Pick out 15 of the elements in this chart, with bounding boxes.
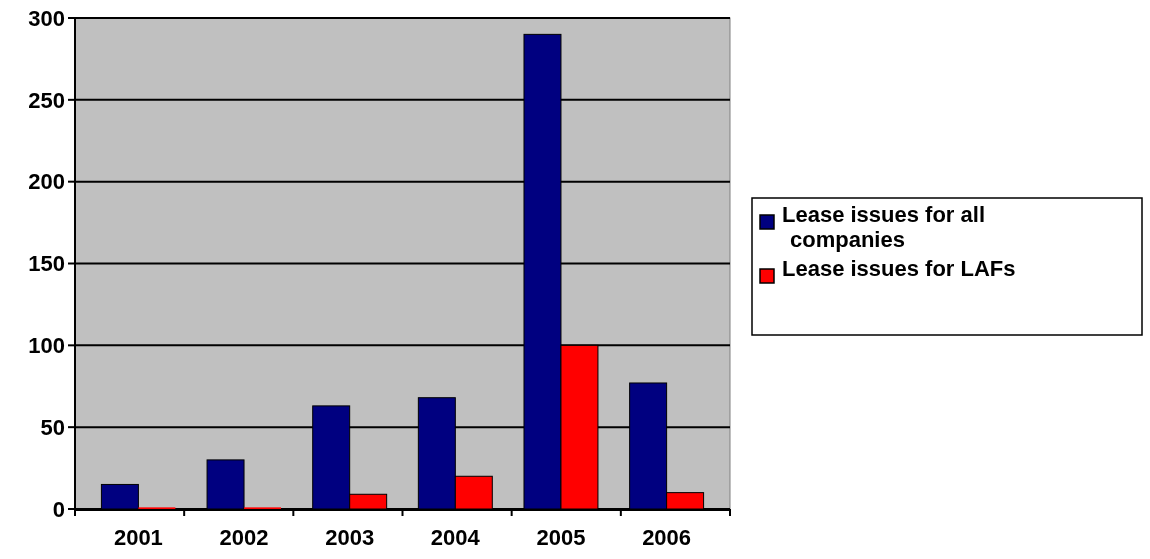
x-tick-label: 2004: [430, 525, 481, 550]
y-tick-label: 250: [28, 87, 65, 113]
x-tick-label: 2005: [536, 525, 586, 550]
x-tick-label: 2002: [219, 525, 269, 550]
legend-label: Lease issues for all companies: [782, 202, 985, 252]
y-tick-label: 200: [28, 169, 65, 195]
x-tick-label: 2006: [642, 525, 692, 550]
y-tick-label: 0: [52, 496, 65, 522]
legend-label: Lease issues for LAFs: [782, 256, 1016, 281]
x-tick-label: 2001: [113, 525, 163, 550]
y-tick-label: 150: [28, 251, 65, 277]
y-tick-label: 300: [28, 5, 65, 31]
y-tick-label: 100: [28, 333, 65, 359]
x-tick-label: 2003: [325, 525, 375, 550]
y-tick-label: 50: [40, 414, 65, 440]
